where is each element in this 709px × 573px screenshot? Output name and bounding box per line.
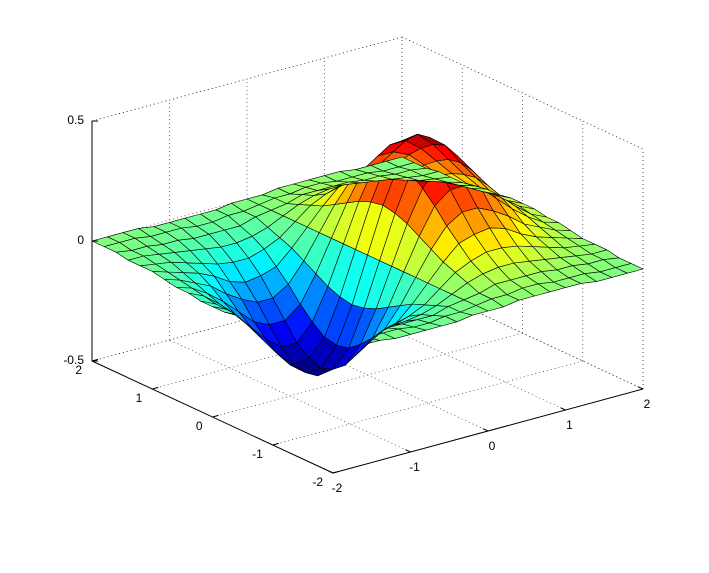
x-tick-label: 0 bbox=[489, 439, 496, 453]
y-tick-label: -2 bbox=[312, 475, 323, 489]
z-tick-label: 0 bbox=[77, 233, 84, 247]
y-tick-label: 0 bbox=[196, 419, 203, 433]
z-tick-label: -0.5 bbox=[63, 353, 84, 367]
z-tick-label: 0.5 bbox=[67, 113, 84, 127]
y-tick bbox=[91, 358, 99, 362]
x-tick-label: 2 bbox=[644, 397, 651, 411]
y-tick bbox=[332, 470, 340, 474]
y-tick bbox=[212, 414, 219, 418]
x-tick bbox=[327, 470, 334, 474]
grid-line bbox=[272, 360, 583, 446]
box-edge bbox=[91, 36, 403, 122]
y-tick-label: -1 bbox=[252, 447, 263, 461]
x-tick bbox=[560, 407, 566, 411]
x-tick bbox=[637, 386, 644, 390]
box-edge bbox=[401, 36, 644, 150]
y-tick-label: 2 bbox=[75, 363, 82, 377]
grid-line bbox=[212, 332, 523, 418]
surface bbox=[91, 133, 644, 377]
y-tick bbox=[272, 442, 279, 446]
surface-patch bbox=[386, 156, 415, 168]
y-tick bbox=[152, 386, 159, 390]
x-tick-label: -2 bbox=[332, 481, 343, 495]
x-tick-label: -1 bbox=[409, 460, 420, 474]
x-tick-label: 1 bbox=[566, 418, 573, 432]
axes: -0.5 0 0.5 -2 -1 0 1 2 -2 -1 0 1 2 bbox=[63, 113, 650, 495]
x-tick bbox=[482, 428, 489, 432]
x-tick bbox=[405, 449, 411, 453]
y-tick-label: 1 bbox=[136, 391, 143, 405]
